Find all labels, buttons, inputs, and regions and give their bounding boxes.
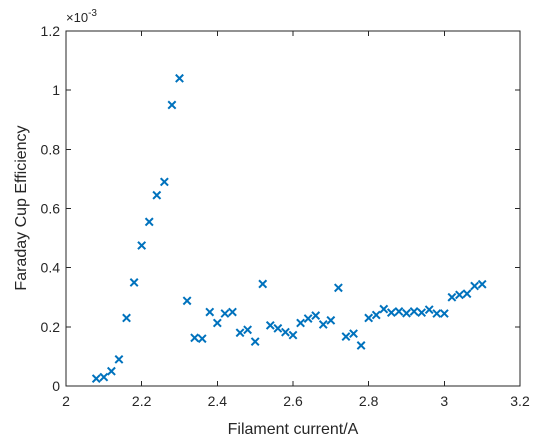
y-tick-label: 0.8 [41,141,61,157]
data-point [303,314,313,323]
data-point [424,305,434,315]
data-point [258,279,268,289]
data-point [250,337,260,347]
data-point [190,333,200,343]
y-tick-label: 0.4 [41,260,61,276]
data-point [175,73,184,83]
x-axis-label: Filament current/A [228,421,359,438]
data-point [311,311,321,321]
data-point [470,281,480,291]
data-point [99,372,109,382]
data-point [152,190,162,200]
data-point [371,310,381,320]
data-point [129,278,139,287]
data-point [235,328,245,338]
data-point [167,100,177,110]
data-point [91,374,101,384]
x-tick-label: 3.2 [510,393,530,409]
data-point [356,341,366,350]
data-point [341,332,351,342]
data-point [409,307,419,316]
x-tick-label: 2 [62,393,70,409]
data-point [106,366,116,376]
y-axis-multiplier: ×10-3 [66,8,97,25]
y-tick-label: 1.2 [41,23,61,39]
x-tick-label: 2.6 [283,393,303,409]
data-point [455,290,464,300]
data-point [212,318,222,328]
y-axis-multiplier-exponent: -3 [88,8,97,19]
y-tick-label: 0.2 [41,319,61,335]
plot-box [65,30,521,387]
data-point [205,307,215,317]
data-point [333,283,343,293]
data-point [273,323,283,333]
data-point [349,329,358,339]
data-point [182,296,192,306]
y-tick-label: 0.6 [41,201,61,217]
x-tick-label: 3 [440,393,448,409]
data-point [265,320,275,330]
x-tick-label: 2.8 [359,393,379,409]
data-point [447,292,457,302]
data-point [477,279,487,289]
data-markers [91,73,487,384]
data-point [114,354,124,364]
data-point [364,313,374,323]
data-point [394,307,404,316]
data-point [288,330,298,340]
data-point [439,309,449,318]
data-point [417,308,427,318]
data-point [243,325,253,335]
data-point [386,308,396,318]
data-point [379,304,389,314]
data-point [122,313,131,323]
x-tick-label: 2.2 [132,393,152,409]
data-point [159,177,169,187]
data-point [228,307,237,317]
y-axis-ticks: 0 0.2 0.4 0.6 0.8 1 1.2 [41,23,520,394]
y-axis-multiplier-base: ×10 [66,10,88,25]
x-tick-label: 2.4 [208,393,228,409]
data-point [402,308,411,318]
x-axis-ticks: 2 2.2 2.4 2.6 2.8 3 3.2 [62,31,530,409]
data-point [462,289,472,299]
data-point [144,217,154,227]
data-point [220,309,230,318]
data-point [137,241,147,250]
data-point [281,327,290,337]
data-point [296,318,305,328]
data-point [197,334,207,344]
y-axis-label: Faraday Cup Efficiency [13,125,30,290]
data-point [318,320,328,329]
y-tick-label: 0 [52,378,60,394]
data-point [326,315,336,325]
y-tick-label: 1 [52,82,60,98]
data-point [432,309,442,318]
